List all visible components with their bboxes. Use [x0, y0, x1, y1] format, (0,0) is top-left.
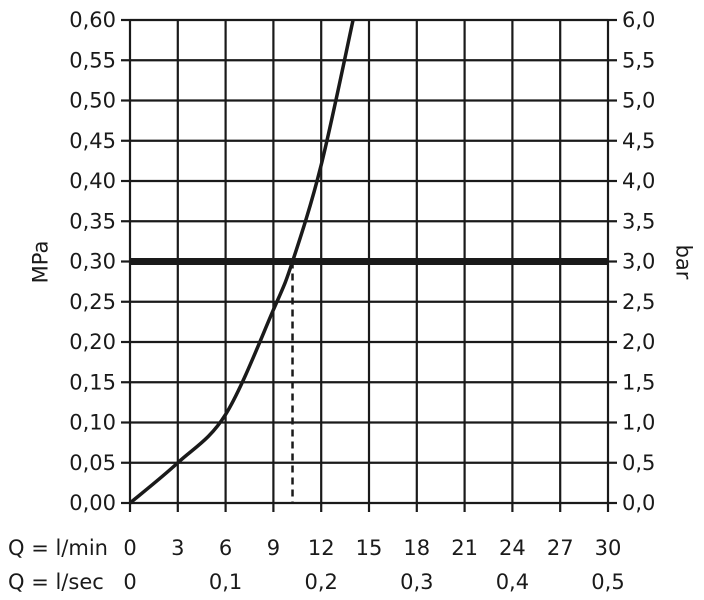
y-axis-left-tick-label: 0,50: [69, 89, 116, 113]
x-axis-primary-tick-label: 3: [171, 536, 184, 560]
y-axis-right-tick-label: 0,5: [622, 451, 655, 475]
y-axis-right-tick-label: 3,0: [622, 250, 655, 274]
x-axis-primary-title: Q = l/min: [8, 536, 108, 560]
y-axis-left-tick-label: 0,00: [69, 491, 116, 515]
x-axis-secondary-tick-label: 0,3: [400, 570, 433, 594]
x-axis-primary-tick-label: 21: [451, 536, 478, 560]
x-axis-primary-tick-label: 9: [267, 536, 280, 560]
y-axis-left-tick-label: 0,40: [69, 169, 116, 193]
y-axis-left-tick-label: 0,30: [69, 250, 116, 274]
y-axis-right-tick-label: 4,0: [622, 169, 655, 193]
y-axis-left-tick-label: 0,10: [69, 411, 116, 435]
y-axis-right-tick-label: 5,0: [622, 89, 655, 113]
curve-group: [128, 19, 355, 505]
x-axis-primary-tick-label: 12: [308, 536, 335, 560]
y-axis-left-tick-label: 0,15: [69, 370, 116, 394]
y-axis-left-tick-label: 0,45: [69, 129, 116, 153]
y-axis-right-tick-label: 5,5: [622, 48, 655, 72]
x-axis-secondary-tick-label: 0,4: [496, 570, 529, 594]
y-axis-right-tick-label: 2,0: [622, 330, 655, 354]
x-axis-primary-tick-label: 15: [356, 536, 383, 560]
y-axis-left-tick-label: 0,35: [69, 209, 116, 233]
x-axis-secondary-tick-label: 0,1: [209, 570, 242, 594]
y-axis-right-tick-label: 1,5: [622, 370, 655, 394]
x-axis-secondary-tick-label: 0: [123, 570, 136, 594]
y-axis-right-tick-label: 6,0: [622, 8, 655, 32]
y-axis-left-tick-label: 0,55: [69, 48, 116, 72]
y-axis-right-tick-label: 1,0: [622, 411, 655, 435]
x-axis-primary-tick-label: 27: [547, 536, 574, 560]
x-axis-primary-tick-label: 0: [123, 536, 136, 560]
y-axis-left-title: MPa: [28, 241, 52, 284]
y-axis-left-tick-label: 0,20: [69, 330, 116, 354]
series-line: [128, 19, 355, 505]
x-axis-secondary-title: Q = l/sec: [8, 570, 104, 594]
x-axis-primary-tick-label: 30: [595, 536, 622, 560]
x-axis-primary-tick-label: 24: [499, 536, 526, 560]
tick-labels: 0,000,050,100,150,200,250,300,350,400,45…: [69, 8, 655, 594]
y-axis-left-tick-label: 0,60: [69, 8, 116, 32]
x-axis-primary-tick-label: 6: [219, 536, 232, 560]
y-axis-right-tick-label: 0,0: [622, 491, 655, 515]
grid: [121, 18, 617, 512]
y-axis-right-tick-label: 2,5: [622, 290, 655, 314]
y-axis-left-tick-label: 0,05: [69, 451, 116, 475]
x-axis-primary-tick-label: 18: [403, 536, 430, 560]
reference-line-group: [130, 258, 608, 503]
x-axis-secondary-tick-label: 0,2: [304, 570, 337, 594]
y-axis-right-tick-label: 3,5: [622, 209, 655, 233]
y-axis-right-title: bar: [672, 245, 696, 280]
y-axis-right-tick-label: 4,5: [622, 129, 655, 153]
x-axis-secondary-tick-label: 0,5: [591, 570, 624, 594]
y-axis-left-tick-label: 0,25: [69, 290, 116, 314]
